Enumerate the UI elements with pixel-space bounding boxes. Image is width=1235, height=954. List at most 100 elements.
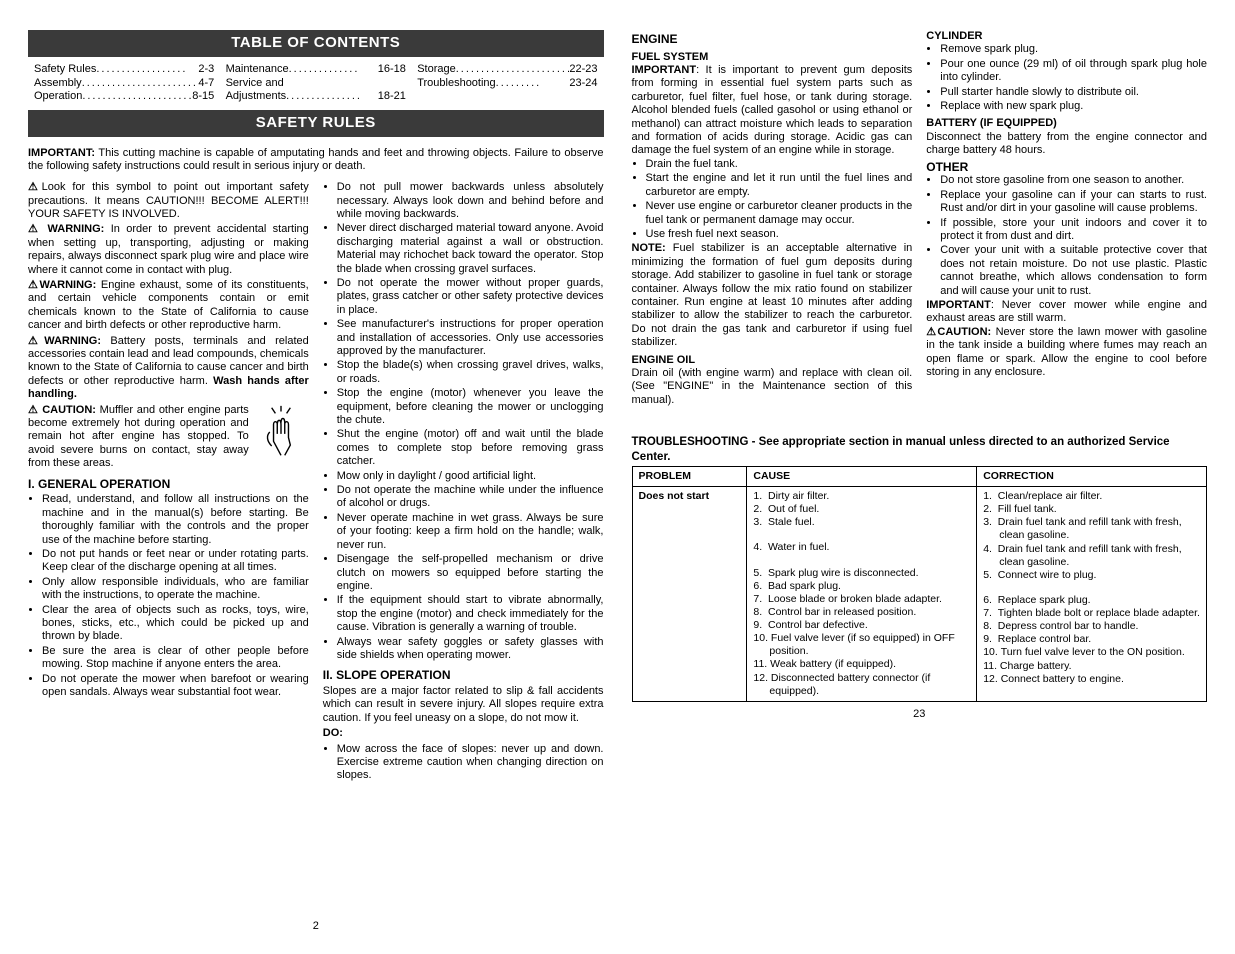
list-item: Mow across the face of slopes: never up … xyxy=(337,743,604,783)
safety-col-left: ⚠Look for this symbol to point out impor… xyxy=(28,181,309,920)
list-item: Stop the engine (motor) whenever you lea… xyxy=(337,387,604,427)
toc-title: TABLE OF CONTENTS xyxy=(28,30,604,57)
th-problem: PROBLEM xyxy=(632,466,747,486)
toc-page: 4-7 xyxy=(198,77,214,91)
slope-op-title: II. SLOPE OPERATION xyxy=(323,668,604,683)
important-line: IMPORTANT: This cutting machine is capab… xyxy=(28,147,604,173)
list-item: Remove spark plug. xyxy=(940,43,1207,56)
list-item: Do not put hands or feet near or under r… xyxy=(42,548,309,575)
correction-cell: 1. Clean/replace air filter. 2. Fill fue… xyxy=(977,487,1207,702)
page-2: TABLE OF CONTENTS Safety Rules..........… xyxy=(28,30,604,934)
list-item: Shut the engine (motor) off and wait unt… xyxy=(337,428,604,468)
troubleshooting-table: PROBLEM CAUSE CORRECTION Does not start … xyxy=(632,466,1208,702)
table-header-row: PROBLEM CAUSE CORRECTION xyxy=(632,466,1207,486)
list-item: Disengage the self-propelled mechanism o… xyxy=(337,553,604,593)
list-item: Cover your unit with a suitable protecti… xyxy=(940,244,1207,298)
list-item: Clear the area of objects such as rocks,… xyxy=(42,604,309,644)
th-correction: CORRECTION xyxy=(977,466,1207,486)
caution2-label: CAUTION: xyxy=(937,326,991,338)
batt-title: BATTERY (IF EQUIPPED) xyxy=(926,117,1207,130)
list-item: Do not pull mower backwards unless absol… xyxy=(337,181,604,221)
list-item: Be sure the area is clear of other peopl… xyxy=(42,645,309,672)
safety-rules-title: SAFETY RULES xyxy=(28,110,604,137)
page-number-23: 23 xyxy=(632,708,1208,722)
troubleshooting-title: TROUBLESHOOTING - See appropriate sectio… xyxy=(632,435,1208,464)
list-item: Never use engine or carburetor cleaner p… xyxy=(646,200,913,227)
toc-page: 23-24 xyxy=(569,77,597,91)
warning-label: WARNING: xyxy=(44,335,101,347)
warning-label: WARNING: xyxy=(39,279,96,291)
toc-item: Storage xyxy=(417,63,456,77)
page-23: ENGINE FUEL SYSTEM IMPORTANT: It is impo… xyxy=(632,30,1208,934)
engoil-title: ENGINE OIL xyxy=(632,354,913,367)
toc-item: Service and xyxy=(226,77,284,91)
toc-item: Adjustments xyxy=(226,90,287,104)
problem-cell: Does not start xyxy=(639,490,710,502)
p23-col-left: ENGINE FUEL SYSTEM IMPORTANT: It is impo… xyxy=(632,30,913,407)
other-list: Do not store gasoline from one season to… xyxy=(926,174,1207,298)
toc-page: 16-18 xyxy=(378,63,406,77)
list-item: Replace your gasoline can if your can st… xyxy=(940,189,1207,216)
p23-two-col: ENGINE FUEL SYSTEM IMPORTANT: It is impo… xyxy=(632,30,1208,407)
slope-intro: Slopes are a major factor related to sli… xyxy=(323,685,604,725)
list-item: Only allow responsible individuals, who … xyxy=(42,576,309,603)
cyl-list: Remove spark plug. Pour one ounce (29 ml… xyxy=(926,43,1207,113)
lookfor-text: Look for this symbol to point out import… xyxy=(28,181,309,220)
list-item: Never direct discharged material toward … xyxy=(337,222,604,276)
th-cause: CAUSE xyxy=(747,466,977,486)
engoil-text: Drain oil (with engine warm) and replace… xyxy=(632,367,913,407)
toc-page: 2-3 xyxy=(198,63,214,77)
alert-icon: ⚠ xyxy=(28,181,42,193)
toc-page: 22-23 xyxy=(569,63,597,77)
general-op-title: I. GENERAL OPERATION xyxy=(28,477,309,492)
list-item: Use fresh fuel next season. xyxy=(646,228,913,241)
list-item: Replace with new spark plug. xyxy=(940,100,1207,113)
top-list: Do not pull mower backwards unless absol… xyxy=(323,181,604,662)
fuel-list: Drain the fuel tank. Start the engine an… xyxy=(632,158,913,241)
batt-text: Disconnect the battery from the engine c… xyxy=(926,131,1207,158)
list-item: Pour one ounce (29 ml) of oil through sp… xyxy=(940,58,1207,85)
p23-col-right: CYLINDER Remove spark plug. Pour one oun… xyxy=(926,30,1207,407)
toc-item: Assembly xyxy=(34,77,82,91)
alert-icon: ⚠ xyxy=(926,326,937,338)
toc-col-3: Storage.......................22-23 Trou… xyxy=(417,63,597,104)
toc-item: Operation xyxy=(34,90,82,104)
toc-page: 18-21 xyxy=(378,90,406,104)
toc-item: Troubleshooting xyxy=(417,77,495,91)
toc-page: 8-15 xyxy=(192,90,214,104)
fuelsys-title: FUEL SYSTEM xyxy=(632,51,913,64)
list-item: Start the engine and let it run until th… xyxy=(646,172,913,199)
cyl-title: CYLINDER xyxy=(926,30,1207,43)
caution-label: CAUTION: xyxy=(42,404,96,416)
do-label: DO: xyxy=(323,727,343,739)
list-item: Always wear safety goggles or safety gla… xyxy=(337,636,604,663)
list-item: Mow only in daylight / good artificial l… xyxy=(337,470,604,483)
note-text: Fuel stabilizer is an acceptable alterna… xyxy=(632,242,913,348)
general-op-list: Read, understand, and follow all instruc… xyxy=(28,493,309,699)
cause-cell: 1. Dirty air filter. 2. Out of fuel. 3. … xyxy=(747,487,977,702)
alert-icon: ⚠ xyxy=(28,404,42,416)
safety-two-col: ⚠Look for this symbol to point out impor… xyxy=(28,181,604,920)
toc-col-1: Safety Rules..................2-3 Assemb… xyxy=(34,63,214,104)
alert-icon: ⚠ xyxy=(28,335,44,347)
list-item: Pull starter handle slowly to distribute… xyxy=(940,86,1207,99)
alert-icon: ⚠ xyxy=(28,223,48,235)
toc-item: Maintenance xyxy=(226,63,289,77)
toc-col-2: Maintenance..............16-18 Service a… xyxy=(226,63,406,104)
list-item: Do not operate the mower without proper … xyxy=(337,277,604,317)
alert-icon: ⚠ xyxy=(28,279,39,291)
list-item: Do not operate the mower when barefoot o… xyxy=(42,673,309,700)
list-item: If possible, store your unit indoors and… xyxy=(940,217,1207,244)
toc-item: Safety Rules xyxy=(34,63,96,77)
list-item: See manufacturer's instructions for prop… xyxy=(337,318,604,358)
other-title: OTHER xyxy=(926,160,1207,175)
list-item: Stop the blade(s) when crossing gravel d… xyxy=(337,359,604,386)
do-list: Mow across the face of slopes: never up … xyxy=(323,743,604,783)
table-row: Does not start 1. Dirty air filter. 2. O… xyxy=(632,487,1207,702)
safety-col-right: Do not pull mower backwards unless absol… xyxy=(323,181,604,920)
toc-body: Safety Rules..................2-3 Assemb… xyxy=(28,61,604,110)
page-number-2: 2 xyxy=(28,920,604,934)
important-label: IMPORTANT xyxy=(632,64,697,76)
list-item: Drain the fuel tank. xyxy=(646,158,913,171)
list-item: Do not operate the machine while under t… xyxy=(337,484,604,511)
